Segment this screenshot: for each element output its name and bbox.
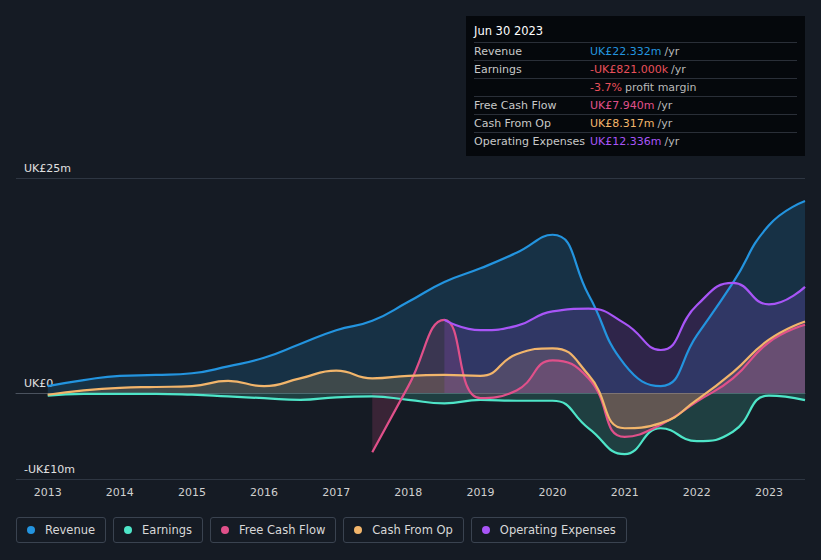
html-text:Cash From Op: Cash From Op xyxy=(372,523,453,537)
svg-text:2017: 2017 xyxy=(322,486,350,499)
svg-text:UK£25m: UK£25m xyxy=(24,162,71,175)
html-text:Cash From Op: Cash From Op xyxy=(474,117,551,130)
svg-text:2022: 2022 xyxy=(683,486,711,499)
svg-text:-UK£10m: -UK£10m xyxy=(24,463,75,476)
html-text:Free Cash Flow: Free Cash Flow xyxy=(239,523,326,537)
svg-text:2016: 2016 xyxy=(250,486,278,499)
svg-text:2014: 2014 xyxy=(106,486,134,499)
svg-text:UK£0: UK£0 xyxy=(24,377,54,390)
html-text:Free Cash Flow: Free Cash Flow xyxy=(474,99,557,112)
svg-text:2015: 2015 xyxy=(178,486,206,499)
html-text:Earnings: Earnings xyxy=(474,63,522,76)
svg-text:2021: 2021 xyxy=(611,486,639,499)
svg-text:2013: 2013 xyxy=(34,486,62,499)
svg-text:2023: 2023 xyxy=(755,486,783,499)
svg-text:2020: 2020 xyxy=(539,486,567,499)
html-text:UK£12.336m /yr: UK£12.336m /yr xyxy=(590,135,680,148)
html-text:-3.7% profit margin: -3.7% profit margin xyxy=(590,81,697,94)
html-text:-UK£821.000k /yr: -UK£821.000k /yr xyxy=(590,63,686,76)
html-text:UK£22.332m /yr: UK£22.332m /yr xyxy=(590,45,680,58)
html-text:UK£8.317m /yr: UK£8.317m /yr xyxy=(590,117,673,130)
html-text:Operating Expenses: Operating Expenses xyxy=(474,135,585,148)
html-text:Revenue: Revenue xyxy=(45,523,96,537)
svg-text:2018: 2018 xyxy=(394,486,422,499)
svg-text:2019: 2019 xyxy=(466,486,494,499)
html-text:UK£7.940m /yr: UK£7.940m /yr xyxy=(590,99,673,112)
html-text:Operating Expenses: Operating Expenses xyxy=(499,523,616,537)
html-text:Earnings: Earnings xyxy=(142,523,192,537)
html-text:Jun 30 2023: Jun 30 2023 xyxy=(474,24,544,38)
html-text:Revenue: Revenue xyxy=(474,45,522,58)
